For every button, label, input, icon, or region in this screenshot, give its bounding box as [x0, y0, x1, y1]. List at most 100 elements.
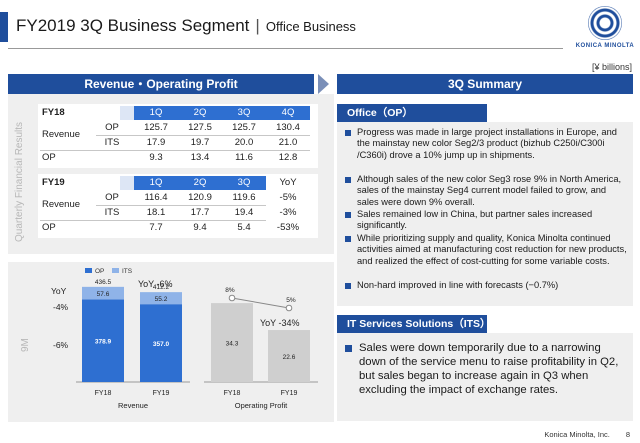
list-item: While prioritizing supply and quality, K… [345, 233, 627, 267]
bullet-square-icon [345, 177, 351, 183]
its-header: IT Services Solutions（ITS） [337, 315, 491, 333]
bullet-text: Sales were down temporarily due to a nar… [359, 342, 619, 396]
legend-its-label: ITS [122, 268, 133, 275]
profit-yoy: YoY -34% [260, 318, 300, 328]
bullet-text: While prioritizing supply and quality, K… [357, 233, 627, 266]
table-cell: 7.7 [149, 222, 163, 233]
fy18-col-3q: 3Q [222, 106, 266, 120]
legend-its-swatch [112, 268, 119, 273]
revenue-op-header: Revenue・Operating Profit [8, 74, 314, 94]
table-cell-yoy: -53% [276, 222, 300, 233]
bullet-text: Sales remained low in China, but partner… [357, 209, 593, 231]
nine-month-panel: 9M OP ITS YoY -6% YoY -4% -6% 378.9 57.6 4… [8, 262, 334, 422]
row-divider [96, 135, 310, 136]
bullet-text: Non-hard improved in line with forecasts… [357, 280, 559, 290]
fy19-col-2q: 2Q [178, 176, 222, 190]
fy18-col-2q: 2Q [178, 106, 222, 120]
fy18-col-1q: 1Q [134, 106, 178, 120]
table-cell: 119.6 [232, 192, 256, 203]
right-arrow-icon [318, 74, 329, 94]
revenue-op-value: 357.0 [153, 341, 170, 348]
fy19-label: FY19 [42, 177, 65, 188]
fy19-row-op-label: OP [105, 192, 119, 203]
revenue-bar-op [140, 304, 182, 382]
fy18-label: FY18 [42, 107, 65, 118]
margin-point [228, 294, 236, 302]
revenue-bar-its [140, 292, 182, 305]
revenue-yoy-label: YoY [51, 286, 67, 296]
revenue-yoy-op: -6% [53, 340, 69, 350]
margin-line [231, 297, 290, 309]
bullet-square-icon [345, 130, 351, 136]
fy19-table: FY19 1Q 2Q 3Q YoY Revenue OP 116.4 120.9… [38, 174, 318, 238]
revenue-caption: Revenue [118, 401, 148, 410]
fy18-row-its-label: ITS [104, 137, 120, 148]
revenue-total-value: 436.5 [95, 279, 112, 286]
title-accent-bar [0, 12, 8, 42]
logo-wordmark: KONICA MINOLTA [575, 43, 635, 49]
fy19-op-label: OP [42, 222, 56, 233]
table-cell: 19.7 [190, 137, 210, 148]
quarterly-side-label: Quarterly Financial Results [14, 121, 25, 242]
margin-label: 5% [286, 297, 296, 304]
office-op-body: Progress was made in large project insta… [337, 122, 633, 306]
table-cell: 9.4 [193, 222, 207, 233]
revenue-bar-its [82, 286, 124, 300]
fy19-revenue-label: Revenue [42, 199, 81, 210]
table-cell: 13.4 [190, 152, 210, 163]
table-cell: 18.1 [146, 207, 166, 218]
profit-category-label: FY18 [224, 390, 241, 397]
list-item: Progress was made in large project insta… [345, 127, 627, 161]
company-logo: KONICA MINOLTA [575, 6, 635, 49]
legend-op-label: OP [95, 268, 104, 275]
profit-bar [268, 330, 310, 382]
summary-panel: Office（OP） Progress was made in large pr… [337, 94, 633, 424]
table-cell: 20.0 [234, 137, 254, 148]
bullet-square-icon [345, 212, 351, 218]
fy18-col-4q: 4Q [266, 106, 310, 120]
margin-label: 8% [225, 287, 235, 294]
table-cell: 116.4 [144, 192, 168, 203]
quarterly-results-panel: Quarterly Financial Results FY18 1Q 2Q 3… [8, 94, 334, 254]
title-subtitle: Office Business [265, 19, 356, 34]
revenue-its-value: 57.6 [97, 291, 110, 298]
revenue-total-value: 412.2 [153, 284, 170, 291]
footer-company: Konica Minolta, Inc. [544, 430, 610, 439]
list-item: Non-hard improved in line with forecasts… [345, 280, 627, 291]
page-title: FY2019 3Q Business Segment | Office Busine… [16, 16, 356, 36]
title-bar: FY2019 3Q Business Segment | Office Busine… [0, 0, 640, 62]
footer: Konica Minolta, Inc. 8 [544, 430, 630, 439]
table-cell: 17.9 [146, 137, 166, 148]
list-item: Sales remained low in China, but partner… [345, 209, 627, 232]
table-cell: 19.4 [234, 207, 254, 218]
header-spacer [120, 106, 134, 120]
profit-value: 34.3 [226, 341, 239, 348]
table-cell: 21.0 [278, 137, 298, 148]
row-divider [40, 150, 310, 151]
nine-month-charts: OP ITS YoY -6% YoY -4% -6% 378.9 57.6 436.… [51, 268, 318, 410]
fy18-op-label: OP [42, 152, 56, 163]
table-cell: 130.4 [276, 122, 300, 133]
page-number: 8 [625, 430, 630, 439]
revenue-yoy-its: -4% [53, 302, 69, 312]
its-body: Sales were down temporarily due to a nar… [337, 333, 633, 421]
office-op-header: Office（OP） [337, 104, 487, 122]
bullet-text: Although sales of the new color Seg3 ros… [357, 174, 622, 207]
fy19-col-3q: 3Q [222, 176, 266, 190]
table-cell: 127.5 [188, 122, 212, 133]
revenue-its-value: 55.2 [155, 296, 168, 303]
table-cell-yoy: -3% [279, 207, 297, 218]
revenue-yoy-total: YoY -6% [138, 279, 173, 289]
table-cell: 120.9 [188, 192, 212, 203]
header-spacer [120, 176, 134, 190]
table-cell: 125.7 [232, 122, 256, 133]
list-item: Although sales of the new color Seg3 ros… [345, 174, 627, 208]
revenue-op-value: 378.9 [95, 339, 112, 346]
table-cell: 125.7 [144, 122, 168, 133]
fy18-revenue-label: Revenue [42, 129, 81, 140]
bullet-square-icon [345, 236, 351, 242]
title-separator: | [255, 16, 260, 35]
revenue-bar-op [82, 299, 124, 382]
summary-header: 3Q Summary [337, 74, 633, 94]
table-cell-yoy: -5% [279, 192, 297, 203]
